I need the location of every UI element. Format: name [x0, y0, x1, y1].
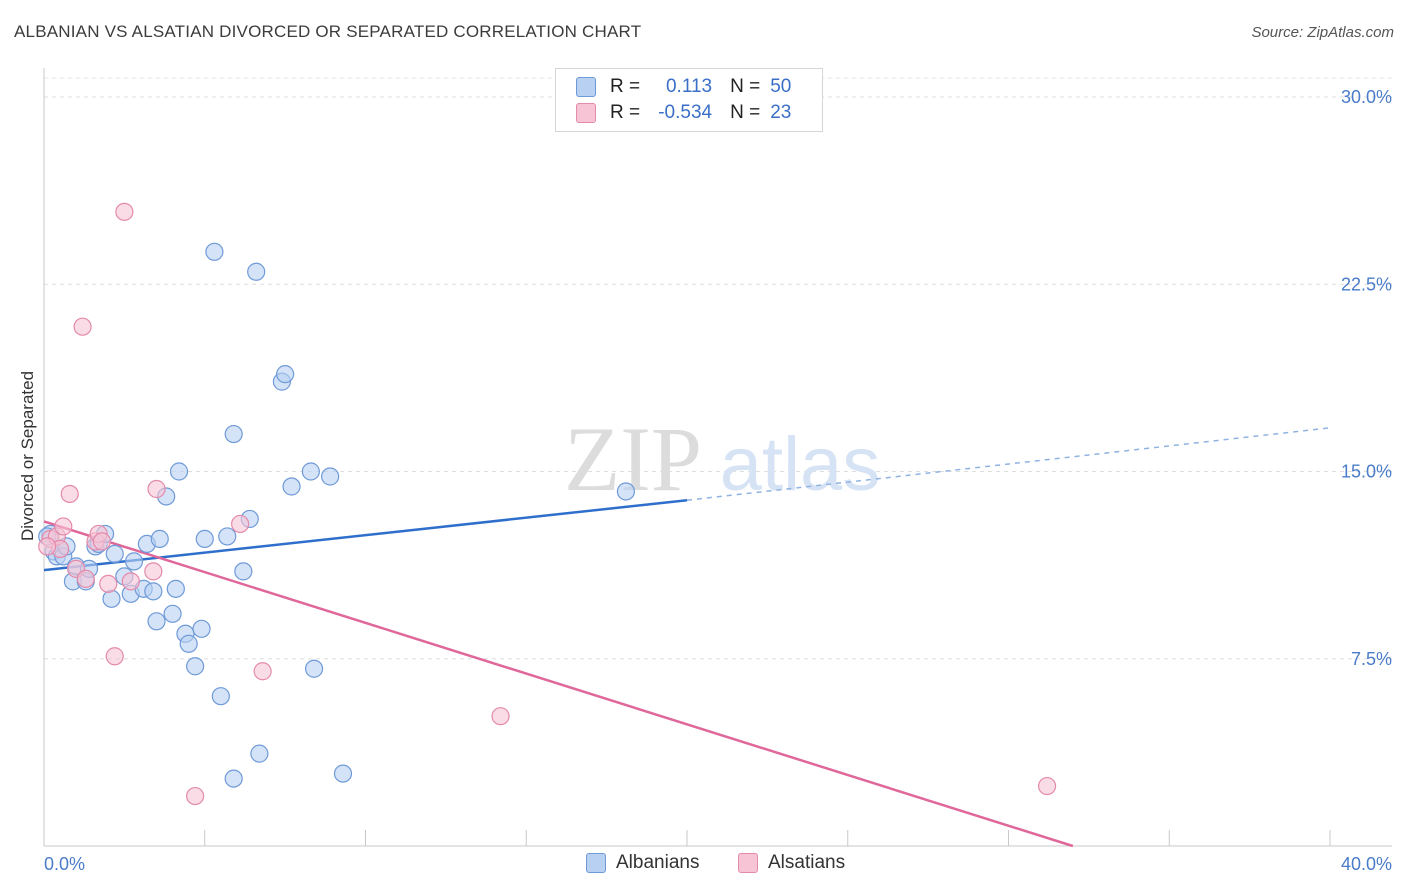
- legend-item-albanians[interactable]: Albanians: [586, 852, 699, 874]
- alsatians-swatch: [576, 103, 596, 123]
- albanians-point: [250, 744, 269, 763]
- albanians-point: [124, 552, 144, 571]
- albanians-trend-extension: [686, 427, 1331, 501]
- albanians-point: [276, 365, 295, 384]
- alsatians-point: [60, 484, 79, 504]
- albanians-point: [150, 529, 169, 549]
- albanians-point: [616, 482, 636, 501]
- albanians-point: [333, 764, 353, 783]
- x-tick-label: 0.0%: [44, 854, 85, 874]
- data-points: [38, 202, 1057, 806]
- legend-item-alsatians[interactable]: Alsatians: [738, 852, 845, 874]
- alsatians-trend-line: [43, 520, 1074, 848]
- albanians-point: [166, 579, 185, 598]
- albanians-point: [211, 687, 230, 706]
- albanians-point: [218, 527, 237, 546]
- alsatians-point: [54, 517, 73, 536]
- albanians-n-value: 50: [770, 76, 792, 97]
- n-label: N =: [730, 102, 761, 123]
- albanians-point: [224, 769, 243, 788]
- n-label: N =: [730, 76, 761, 97]
- y-tick-label: 7.5%: [1351, 649, 1392, 669]
- r-label: R =: [610, 102, 641, 123]
- axes: [43, 68, 1392, 847]
- alsatians-point: [121, 572, 140, 591]
- albanians-point: [186, 657, 205, 676]
- albanians-point: [247, 262, 266, 281]
- albanians-point: [195, 529, 214, 549]
- albanians-legend-label: Albanians: [616, 852, 700, 873]
- albanians-point: [163, 604, 182, 623]
- watermark-atlas: atlas: [720, 422, 881, 507]
- alsatians-point: [76, 569, 95, 588]
- chart-title: ALBANIAN VS ALSATIAN DIVORCED OR SEPARAT…: [14, 22, 642, 41]
- alsatians-point: [1037, 776, 1057, 796]
- y-tick-label: 22.5%: [1341, 274, 1392, 294]
- albanians-point: [321, 467, 340, 486]
- alsatians-legend-swatch: [738, 853, 758, 873]
- albanians-point: [224, 424, 243, 444]
- y-tick-label: 15.0%: [1341, 462, 1392, 482]
- alsatians-point: [73, 317, 92, 336]
- alsatians-point: [144, 562, 163, 581]
- watermark: ZIP atlas: [564, 408, 880, 510]
- albanians-trend-line: [43, 498, 688, 572]
- x-tick-label: 40.0%: [1341, 854, 1392, 874]
- albanians-point: [205, 242, 224, 261]
- legend-row-alsatians: R = -0.534 N = 23: [576, 100, 791, 126]
- albanians-point: [234, 562, 253, 581]
- albanians-r-value: 0.113: [665, 76, 713, 97]
- alsatians-point: [92, 532, 111, 551]
- alsatians-point: [147, 479, 166, 499]
- alsatians-r-value: -0.534: [658, 102, 713, 123]
- albanians-point: [301, 462, 320, 481]
- y-tick-label: 30.0%: [1341, 87, 1392, 107]
- correlation-legend: R = 0.113 N = 50 R = -0.534 N = 23: [555, 68, 823, 132]
- albanians-point: [304, 659, 324, 678]
- alsatians-point: [231, 514, 250, 534]
- alsatians-n-value: 23: [770, 102, 792, 123]
- albanians-point: [144, 582, 163, 601]
- alsatians-point: [105, 647, 124, 666]
- albanians-point: [179, 634, 198, 653]
- albanians-point: [192, 619, 211, 638]
- albanians-point: [102, 589, 121, 608]
- albanians-point: [105, 544, 124, 563]
- albanians-point: [282, 477, 301, 496]
- alsatians-point: [253, 662, 272, 681]
- albanians-legend-swatch: [586, 853, 606, 873]
- albanians-point: [147, 612, 166, 631]
- alsatians-point: [491, 707, 510, 726]
- alsatians-point: [115, 202, 134, 221]
- series-legend: Albanians Alsatians: [0, 852, 1406, 878]
- albanians-swatch: [576, 77, 596, 97]
- trend-lines: [43, 427, 1331, 848]
- alsatians-point: [99, 574, 118, 593]
- alsatians-legend-label: Alsatians: [768, 852, 846, 873]
- r-label: R =: [610, 76, 641, 97]
- source-credit: Source: ZipAtlas.com: [1251, 24, 1394, 41]
- alsatians-point: [186, 786, 205, 806]
- albanians-point: [169, 462, 189, 481]
- alsatians-point: [38, 537, 57, 556]
- tick-labels: 7.5% 15.0% 22.5% 30.0% 0.0% 40.0%: [44, 87, 1392, 874]
- legend-row-albanians: R = 0.113 N = 50: [576, 74, 791, 100]
